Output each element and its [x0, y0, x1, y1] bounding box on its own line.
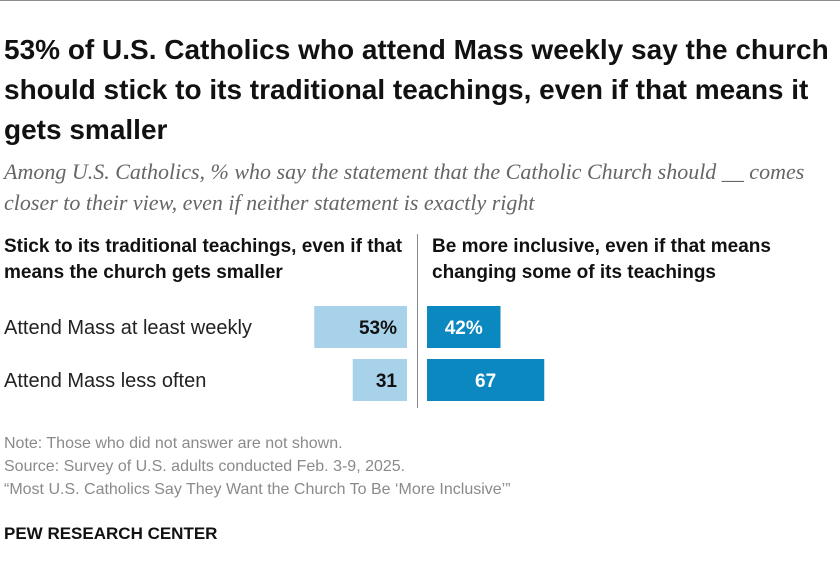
row-label: Attend Mass at least weekly [4, 317, 252, 339]
brand-logo-text: PEW RESEARCH CENTER [4, 524, 218, 543]
notes: Note: Those who did not answer are not s… [4, 432, 838, 501]
row-label: Attend Mass less often [4, 370, 206, 392]
report-title-text: “Most U.S. Catholics Say They Want the C… [4, 481, 511, 498]
chart-title: 53% of U.S. Catholics who attend Mass we… [4, 34, 829, 145]
bar-value-label: 42% [445, 318, 483, 339]
bar-value-label: 67 [475, 371, 496, 392]
bar-value-label: 53% [359, 318, 397, 339]
legend-left-header: Stick to its traditional teachings, even… [4, 236, 403, 283]
bar-left [352, 359, 407, 401]
bar-right [427, 306, 501, 348]
source-text: Source: Survey of U.S. adults conducted … [4, 458, 406, 475]
legend-right-header: Be more inclusive, even if that means ch… [432, 236, 771, 283]
bar-right [427, 359, 545, 401]
bar-left [314, 306, 407, 348]
note-text: Note: Those who did not answer are not s… [4, 435, 343, 452]
center-divider [417, 234, 418, 408]
chart-subtitle: Among U.S. Catholics, % who say the stat… [4, 159, 805, 215]
top-rule [0, 0, 840, 1]
bar-value-label: 31 [376, 371, 398, 392]
